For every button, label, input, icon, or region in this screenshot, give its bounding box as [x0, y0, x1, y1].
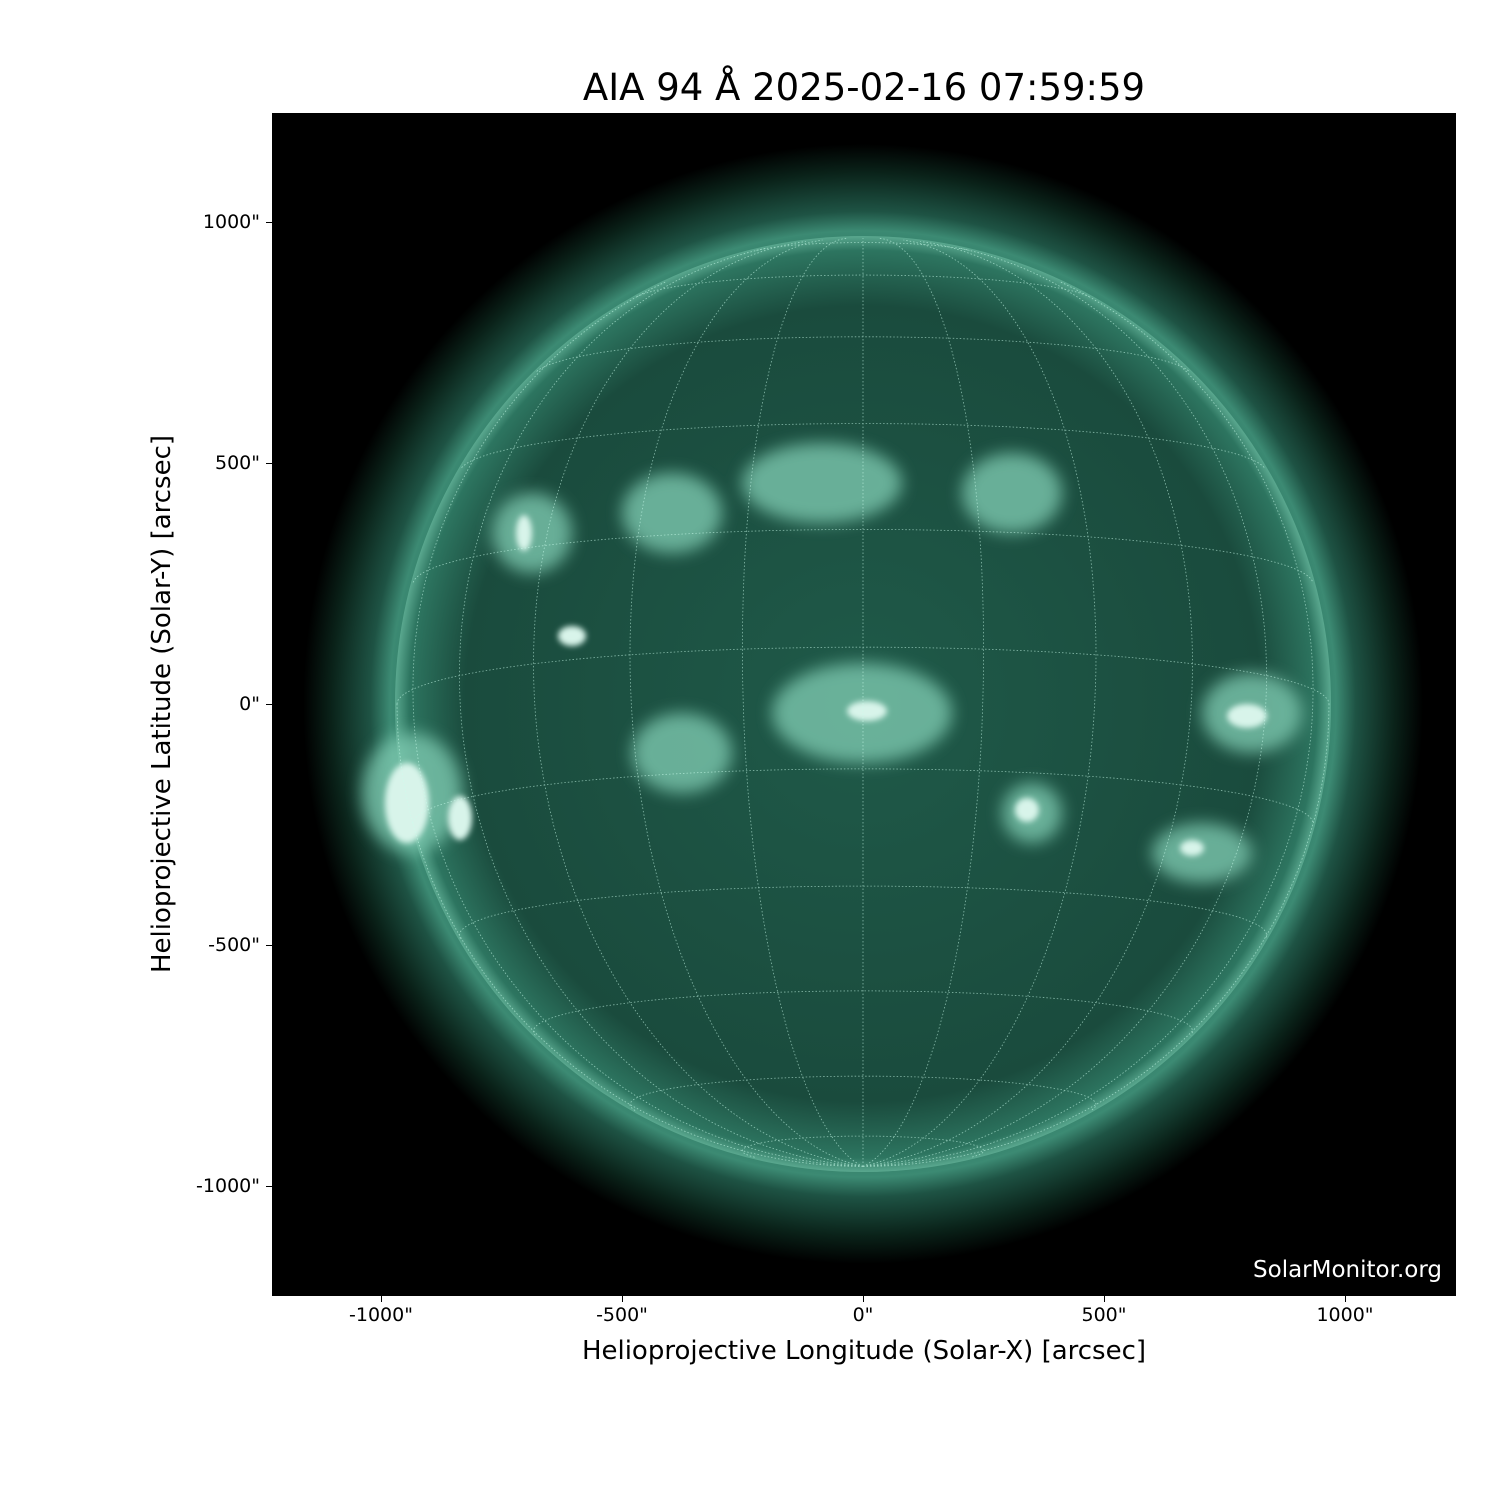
grid-parallel — [461, 423, 1265, 468]
y-tick-mark — [266, 945, 272, 946]
x-tick-mark — [622, 1296, 623, 1302]
y-axis-label: Helioprojective Latitude (Solar-Y) [arcs… — [147, 434, 177, 974]
x-tick-label: 1000" — [1316, 1304, 1374, 1326]
grid-parallel — [412, 528, 1314, 583]
x-tick-mark — [381, 1296, 382, 1302]
grid-meridian — [862, 241, 1193, 1167]
grid-parallel — [412, 768, 1314, 824]
grid-parallel — [741, 1135, 985, 1158]
y-tick-label: 500" — [214, 452, 260, 474]
x-tick-label: -1000" — [349, 1304, 413, 1326]
watermark: SolarMonitor.org — [1253, 1257, 1442, 1283]
grid-parallel — [396, 646, 1330, 705]
y-tick-label: 0" — [239, 693, 260, 715]
grid-meridian — [862, 237, 985, 1167]
grid-parallel — [536, 336, 1190, 372]
grid-parallel — [629, 1075, 1097, 1111]
grid-meridian — [412, 281, 864, 1167]
y-tick-mark — [266, 1186, 272, 1187]
grid-meridian — [862, 281, 1314, 1167]
x-tick-label: -500" — [596, 1304, 648, 1326]
active-regions — [362, 443, 1302, 883]
solar-image — [272, 113, 1456, 1296]
grid-meridian — [862, 247, 1268, 1167]
grid-meridian — [862, 239, 1097, 1167]
x-tick-label: 500" — [1081, 1304, 1127, 1326]
y-tick-label: -500" — [208, 934, 260, 956]
grid-meridian — [629, 239, 864, 1167]
x-tick-mark — [1345, 1296, 1346, 1302]
x-tick-mark — [1104, 1296, 1105, 1302]
y-tick-label: -1000" — [196, 1175, 260, 1197]
bright-kernels — [385, 515, 1267, 856]
plot-title: AIA 94 Å 2025-02-16 07:59:59 — [582, 66, 1146, 109]
grid-parallel — [636, 274, 1090, 297]
x-tick-mark — [863, 1296, 864, 1302]
y-tick-mark — [266, 222, 272, 223]
grid-parallel — [458, 885, 1268, 939]
grid-meridian — [862, 703, 1330, 1167]
grid-meridian — [533, 241, 864, 1167]
x-tick-label: 0" — [852, 1304, 874, 1326]
y-tick-mark — [266, 704, 272, 705]
grid-meridian — [741, 237, 864, 1167]
x-axis-label: Helioprojective Longitude (Solar-X) [arc… — [581, 1336, 1147, 1366]
y-tick-mark — [266, 463, 272, 464]
y-tick-label: 1000" — [202, 211, 260, 233]
grid-meridian — [458, 247, 864, 1167]
heliographic-grid — [396, 237, 1330, 1167]
grid-parallel — [756, 242, 970, 251]
